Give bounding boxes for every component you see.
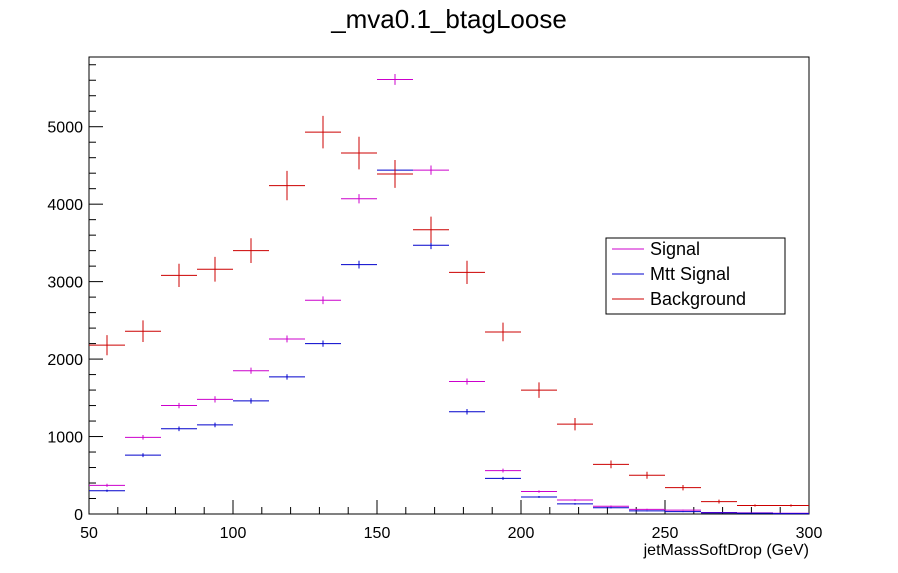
series-signal: [89, 74, 809, 514]
legend-label-mtt-signal: Mtt Signal: [650, 264, 730, 284]
legend: Signal Mtt Signal Background: [605, 237, 786, 315]
x-tick-label: 300: [796, 525, 823, 542]
legend-label-signal: Signal: [650, 239, 700, 259]
x-tick-label: 100: [220, 525, 247, 542]
x-tick-label: 50: [80, 525, 98, 542]
chart-title: _mva0.1_btagLoose: [330, 4, 567, 34]
y-tick-label: 0: [74, 507, 83, 524]
x-tick-label: 200: [508, 525, 535, 542]
series-layer: [89, 74, 809, 515]
plot-frame: [88, 56, 810, 515]
x-axis-label: jetMassSoftDrop (GeV): [643, 542, 809, 559]
x-tick-label: 150: [364, 525, 391, 542]
series-mtt-signal: [89, 165, 809, 515]
y-tick-label: 5000: [47, 120, 83, 137]
legend-label-background: Background: [650, 289, 746, 309]
series-background: [89, 115, 809, 507]
y-tick-label: 1000: [47, 430, 83, 447]
y-tick-label: 2000: [47, 352, 83, 369]
y-tick-label: 4000: [47, 197, 83, 214]
x-tick-label: 250: [652, 525, 679, 542]
y-tick-label: 3000: [47, 275, 83, 292]
legend-box: [605, 237, 786, 315]
